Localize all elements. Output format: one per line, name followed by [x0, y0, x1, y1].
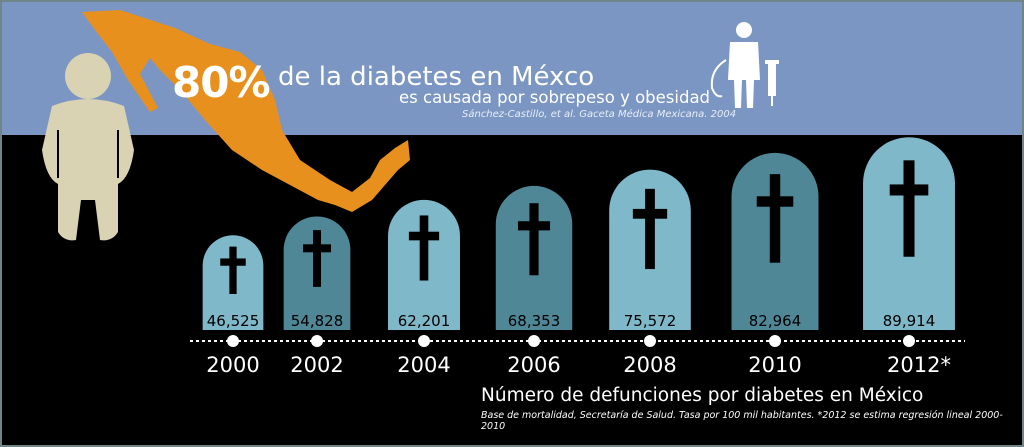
year-label: 2006	[507, 353, 560, 377]
timeline-dot	[227, 335, 239, 347]
timeline-dot	[903, 335, 915, 347]
cross-icon	[889, 160, 929, 257]
cross-icon	[408, 215, 440, 281]
cross-icon	[302, 230, 332, 287]
value-label: 68,353	[508, 312, 561, 330]
year-label: 2000	[206, 353, 259, 377]
headline: de la diabetes en Méxco	[278, 62, 595, 92]
percent-figure: 80%	[172, 58, 271, 107]
value-label: 46,525	[207, 312, 260, 330]
timeline-dot	[644, 335, 656, 347]
year-label: 2012*	[887, 353, 951, 377]
cross-icon	[632, 188, 668, 270]
timeline-dot	[528, 335, 540, 347]
value-label: 75,572	[624, 312, 677, 330]
doctor-stethoscope-syringe-icon	[710, 22, 779, 108]
citation: Sánchez-Castillo, et al. Gaceta Médica M…	[462, 109, 737, 120]
obese-person-icon	[42, 53, 134, 241]
value-label: 54,828	[291, 312, 344, 330]
timeline-dot	[418, 335, 430, 347]
year-label: 2008	[623, 353, 676, 377]
cross-icon	[517, 203, 551, 276]
value-label: 62,201	[398, 312, 451, 330]
chart-title: Número de defunciones por diabetes en Mé…	[481, 385, 924, 406]
value-label: 89,914	[883, 312, 936, 330]
cross-icon	[756, 174, 794, 263]
year-label: 2004	[397, 353, 450, 377]
year-label: 2010	[748, 353, 801, 377]
year-label: 2002	[290, 353, 343, 377]
mexico-map-icon	[82, 10, 410, 212]
timeline-dot	[311, 335, 323, 347]
timeline-dot	[769, 335, 781, 347]
subheadline: es causada por sobrepeso y obesidad	[399, 88, 711, 107]
value-label: 82,964	[749, 312, 802, 330]
chart-note: Base de mortalidad, Secretaría de Salud.…	[481, 410, 1003, 432]
cross-icon	[220, 246, 246, 294]
